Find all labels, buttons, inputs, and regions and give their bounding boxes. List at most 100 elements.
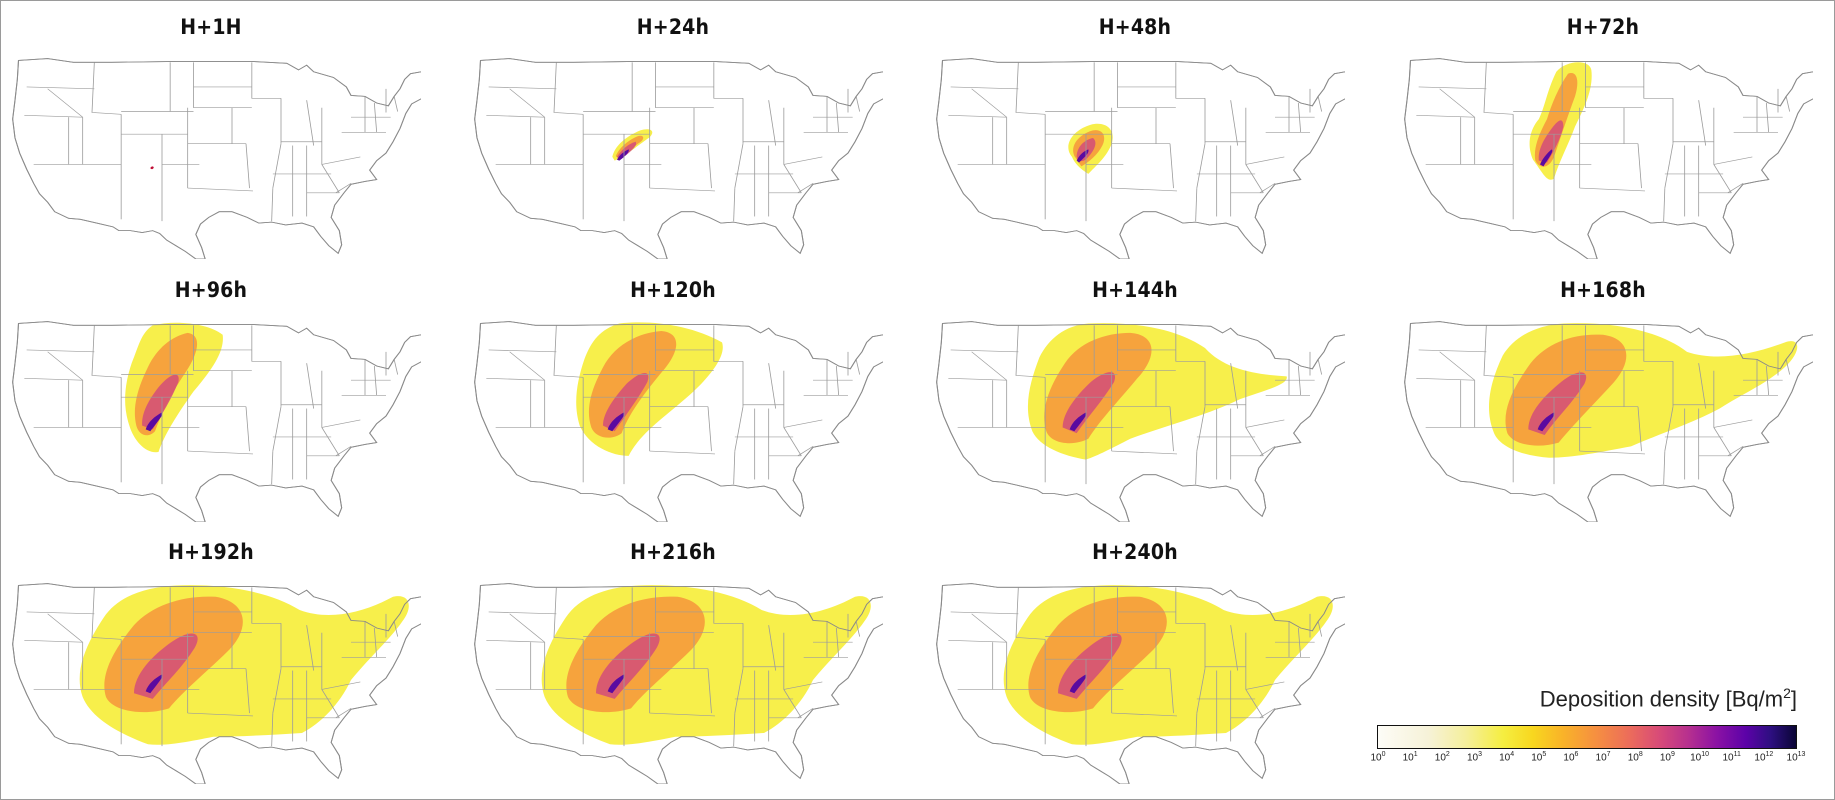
panel-time-label: H+1H [180, 15, 242, 39]
us-border [936, 583, 1345, 784]
us-border [474, 321, 883, 522]
plume-core [145, 674, 163, 694]
plume-core [607, 674, 625, 694]
us-outline [1404, 58, 1813, 259]
map-panel: H+120h [463, 264, 883, 522]
state-borders [24, 587, 399, 747]
plume-high-density [596, 633, 660, 699]
map-panel: H+168h [1393, 264, 1813, 522]
panel-time-label: H+192h [168, 540, 254, 564]
deposition-plume [541, 585, 871, 745]
colorbar-tick-label: 1012 [1754, 751, 1774, 764]
plume-high-density [1538, 120, 1564, 163]
map-panel: H+216h [463, 526, 883, 784]
map-panel: H+72h [1393, 1, 1813, 259]
us-border [474, 583, 883, 784]
colorbar-tick-label: 106 [1563, 751, 1579, 764]
map-panel: H+96h [1, 264, 421, 522]
us-map [936, 58, 1345, 259]
deposition-plume [79, 585, 409, 745]
map-panel: H+240h [925, 526, 1345, 784]
us-outline [474, 58, 883, 259]
plume-core [145, 412, 163, 432]
colorbar-ticks: 100 101 102 103 104 105 106 107 108 109 1010 1011 10… [1370, 751, 1806, 767]
plume-high-density [1058, 633, 1122, 699]
us-map [474, 58, 883, 259]
plume-core [1076, 149, 1089, 163]
deposition-plume [150, 166, 154, 170]
us-map [12, 583, 421, 784]
deposition-plume [612, 129, 653, 161]
plume-core [150, 166, 154, 170]
us-border [1404, 321, 1813, 522]
plume-high-density [142, 374, 179, 430]
map-panel: H+192h [1, 526, 421, 784]
colorbar-tick-label: 100 [1370, 751, 1386, 764]
plume-core [1540, 149, 1553, 167]
colorbar-tick-label: 102 [1434, 751, 1450, 764]
map-panel: H+144h [925, 264, 1345, 522]
us-border [936, 58, 1345, 259]
panel-time-label: H+168h [1560, 278, 1646, 302]
us-border [1404, 58, 1813, 259]
us-map [936, 321, 1345, 522]
deposition-plume [1003, 585, 1333, 745]
panel-time-label: H+216h [630, 540, 716, 564]
state-borders [486, 587, 861, 747]
us-map [1404, 321, 1813, 522]
colorbar-legend: Deposition density [Bq/m2] 100 101 102 103 1… [1370, 685, 1805, 785]
state-borders [24, 325, 399, 485]
panel-time-label: H+24h [636, 15, 710, 39]
panel-time-label: H+72h [1566, 15, 1640, 39]
deposition-plume [1489, 323, 1798, 458]
colorbar-tick-label: 1011 [1722, 751, 1741, 764]
colorbar-tick-label: 107 [1595, 751, 1611, 764]
colorbar-tick-label: 108 [1627, 751, 1643, 764]
us-map [474, 321, 883, 522]
state-borders [24, 62, 399, 222]
state-borders [948, 325, 1323, 485]
state-borders [486, 62, 861, 222]
panel-time-label: H+120h [630, 278, 716, 302]
legend-title: Deposition density [Bq/m2] [1539, 685, 1797, 712]
us-map [12, 321, 421, 522]
panel-time-label: H+144h [1092, 278, 1178, 302]
plume-high-density [134, 633, 198, 699]
plume-high-density [603, 373, 649, 432]
us-border [12, 58, 421, 259]
colorbar [1377, 725, 1797, 749]
us-map [1404, 58, 1813, 259]
plume-core [617, 149, 629, 161]
panel-time-label: H+240h [1092, 540, 1178, 564]
panel-time-label: H+48h [1098, 15, 1172, 39]
us-border [12, 321, 421, 522]
plume-core [1069, 412, 1087, 432]
state-borders [486, 325, 861, 485]
plume-core [1069, 674, 1087, 694]
us-outline [12, 58, 421, 259]
plume-high-density [1062, 372, 1116, 434]
state-borders [948, 62, 1323, 222]
state-borders [1416, 62, 1791, 222]
map-panel: H+24h [463, 1, 883, 259]
colorbar-tick-label: 109 [1659, 751, 1675, 764]
colorbar-tick-label: 1013 [1786, 751, 1806, 764]
deposition-plume [1529, 62, 1592, 180]
panel-time-label: H+96h [174, 278, 248, 302]
us-map [936, 583, 1345, 784]
us-map [474, 583, 883, 784]
colorbar-tick-label: 104 [1499, 751, 1515, 764]
colorbar-tick-label: 101 [1402, 751, 1418, 764]
map-panel: H+48h [925, 1, 1345, 259]
state-borders [1416, 325, 1791, 485]
us-border [936, 321, 1345, 522]
plume-core [1537, 412, 1555, 432]
us-border [12, 583, 421, 784]
us-outline [936, 58, 1345, 259]
map-panel: H+1H [1, 1, 421, 259]
plume-high-density [1528, 372, 1587, 436]
state-borders [948, 587, 1323, 747]
colorbar-tick-label: 1010 [1690, 751, 1709, 764]
colorbar-tick-label: 103 [1466, 751, 1482, 764]
